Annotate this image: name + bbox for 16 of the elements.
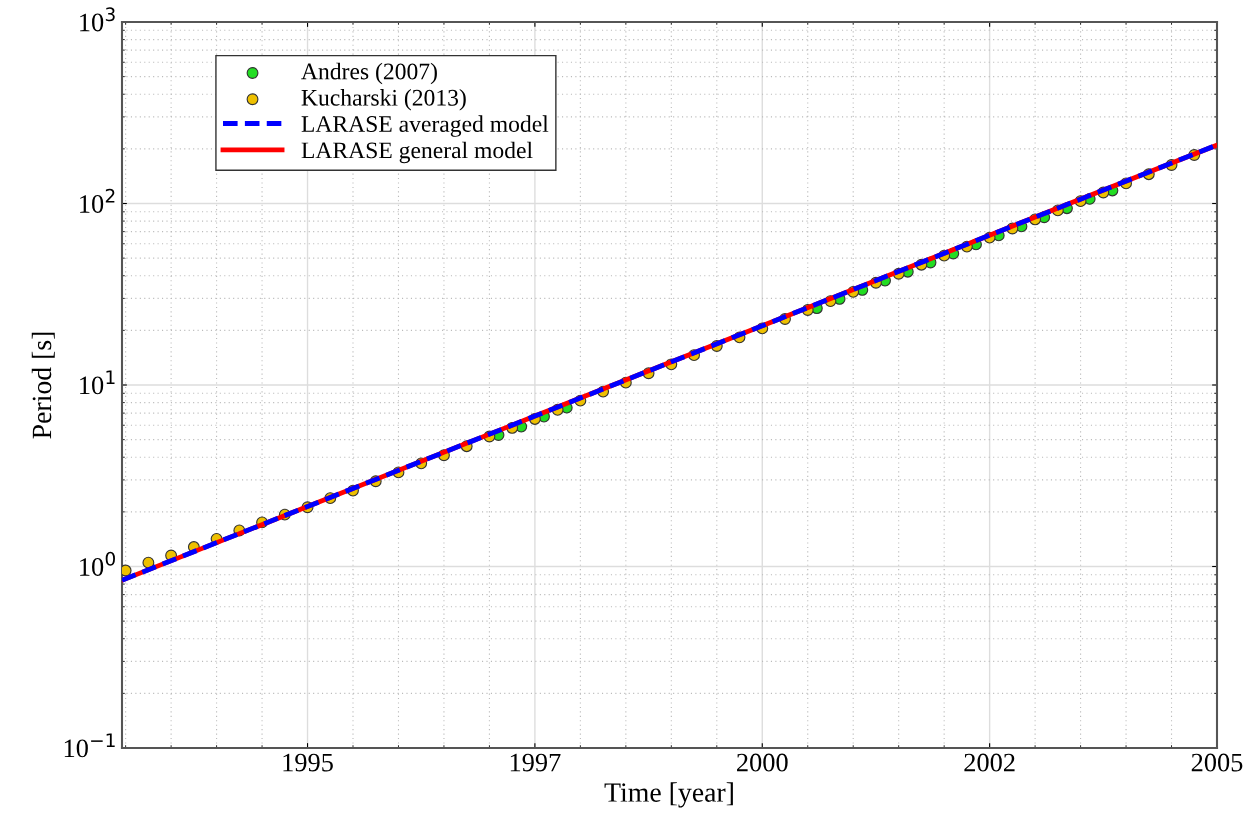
legend-label: LARASE averaged model	[301, 115, 549, 137]
x-tick-label: 1995	[283, 753, 333, 772]
y-axis-title: Period [s]	[31, 332, 55, 439]
legend-label: LARASE general model	[301, 141, 533, 164]
x-tick-label: 1997	[510, 753, 561, 772]
legend-label: Andres (2007)	[301, 62, 437, 85]
x-tick-label: 2005	[1191, 753, 1243, 772]
y-tick-label: 10$^{2}$	[80, 188, 115, 213]
x-tick-label: 2000	[737, 753, 788, 772]
y-tick-label: 10$^{0}$	[80, 551, 115, 576]
y-tick-label: 10$^{1}$	[80, 370, 115, 395]
x-axis-title: Time [year]	[604, 782, 733, 808]
legend-label: Kucharski (2013)	[301, 89, 466, 111]
x-tick-label: 2002	[964, 753, 1015, 772]
y-tick-label: 10$^{3}$	[80, 7, 115, 32]
y-tick-label: 10$^{−1}$	[64, 733, 115, 758]
